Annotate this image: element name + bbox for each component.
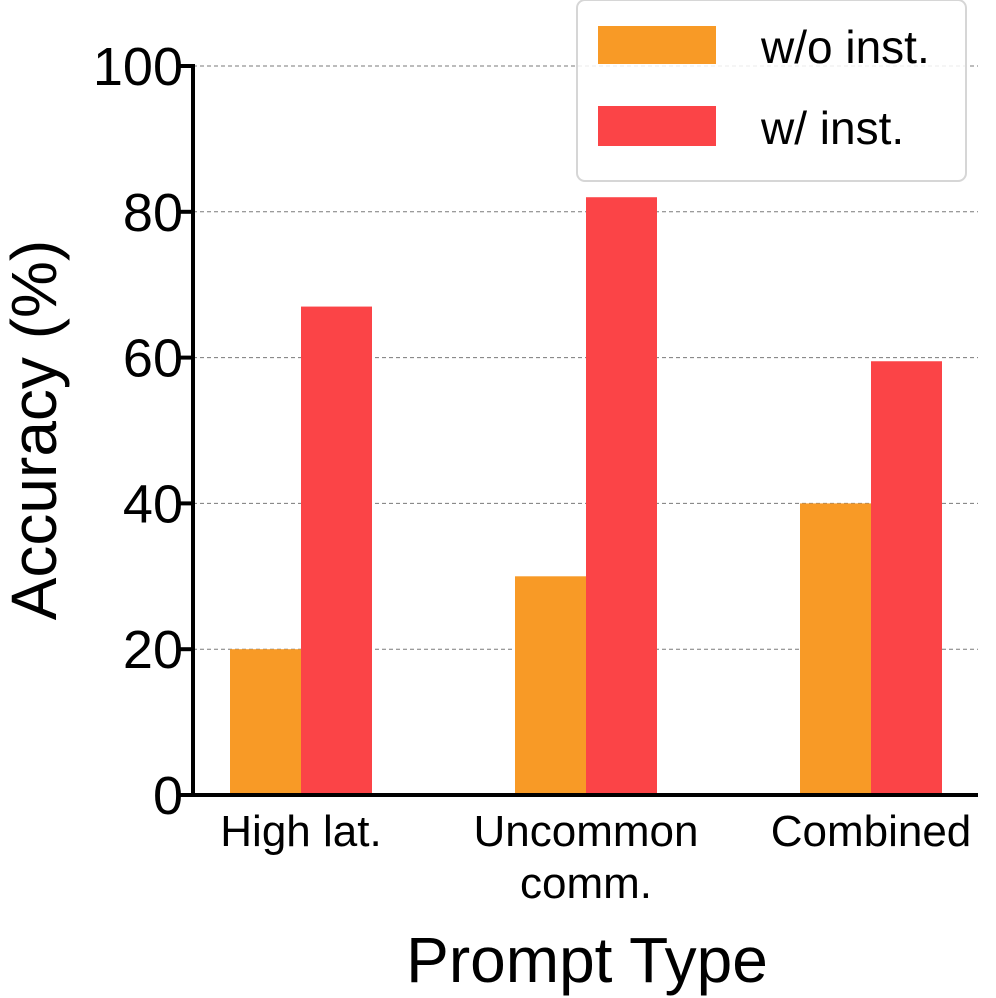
x-tick-label: High lat. bbox=[220, 807, 381, 856]
bar bbox=[871, 361, 942, 795]
bar bbox=[800, 503, 871, 795]
y-tick-label: 20 bbox=[123, 620, 183, 680]
legend: w/o inst. w/ inst. bbox=[576, 0, 967, 182]
x-tick-label: Combined bbox=[771, 807, 972, 856]
y-tick-label: 100 bbox=[93, 37, 183, 97]
legend-label-w-inst: w/ inst. bbox=[760, 102, 904, 154]
legend-swatch-w-inst bbox=[598, 106, 716, 146]
axes bbox=[191, 64, 978, 797]
y-ticks: 0 20 40 60 80 100 bbox=[93, 37, 193, 826]
y-axis-title: Accuracy (%) bbox=[0, 240, 70, 621]
legend-swatch-wo-inst bbox=[598, 26, 716, 64]
legend-label-wo-inst: w/o inst. bbox=[760, 21, 930, 73]
y-tick-label: 40 bbox=[123, 474, 183, 534]
x-tick-label-line: High lat. bbox=[220, 807, 381, 856]
x-tick-label-line: Combined bbox=[771, 807, 972, 856]
y-tick-label: 80 bbox=[123, 183, 183, 243]
bar bbox=[515, 576, 586, 795]
x-axis-title: Prompt Type bbox=[406, 924, 768, 996]
y-tick-label: 0 bbox=[153, 766, 183, 826]
x-tick-label-line: comm. bbox=[520, 859, 652, 908]
bar bbox=[586, 197, 657, 796]
bar bbox=[230, 649, 301, 795]
bar bbox=[301, 306, 372, 795]
bars bbox=[230, 197, 942, 796]
x-tick-label-line: Uncommon bbox=[474, 807, 699, 856]
y-tick-label: 60 bbox=[123, 329, 183, 389]
